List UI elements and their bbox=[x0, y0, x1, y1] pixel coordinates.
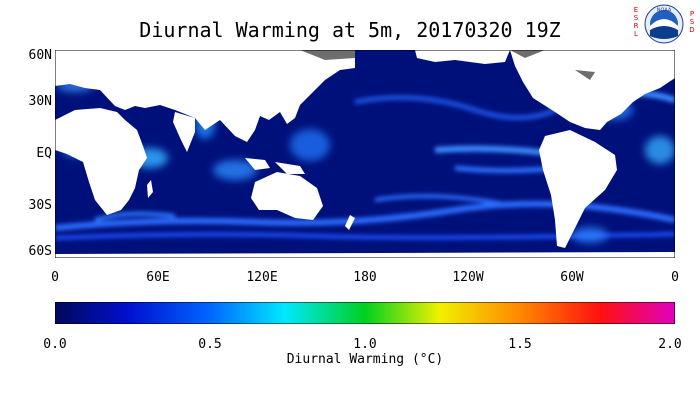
antarctica-land bbox=[55, 252, 675, 258]
y-tick-eq: EQ bbox=[36, 146, 52, 161]
colorbar bbox=[55, 302, 675, 324]
colorbar-label: Diurnal Warming (°C) bbox=[286, 352, 444, 367]
colorbar-tick-4: 2.0 bbox=[658, 337, 682, 352]
x-tick-60e: 60E bbox=[146, 270, 170, 285]
new-zealand-land bbox=[345, 215, 355, 230]
x-tick-120w: 120W bbox=[452, 270, 484, 285]
y-tick-30s: 30S bbox=[28, 198, 52, 213]
diurnal-warming-map bbox=[55, 50, 675, 258]
land-masses bbox=[55, 50, 675, 258]
colorbar-tick-2: 1.0 bbox=[353, 337, 377, 352]
logo-text: NOAA bbox=[657, 8, 672, 14]
y-tick-30n: 30N bbox=[28, 94, 52, 109]
x-tick-60w: 60W bbox=[560, 270, 584, 285]
y-tick-60s: 60S bbox=[28, 244, 52, 259]
x-tick-0-right: 0 bbox=[671, 270, 679, 285]
x-tick-180: 180 bbox=[353, 270, 377, 285]
africa-land bbox=[55, 108, 147, 215]
new-guinea-land bbox=[275, 162, 305, 174]
map-title: Diurnal Warming at 5m, 20170320 19Z bbox=[139, 18, 561, 42]
alaska-land bbox=[415, 50, 510, 64]
x-tick-120e: 120E bbox=[246, 270, 278, 285]
madagascar-land bbox=[147, 180, 153, 198]
colorbar-tick-0: 0.0 bbox=[43, 337, 67, 352]
north-america-land bbox=[510, 50, 675, 130]
colorbar-gradient bbox=[55, 302, 675, 324]
sea-ice bbox=[300, 50, 595, 80]
india-land bbox=[173, 112, 195, 152]
south-america-land bbox=[539, 130, 617, 248]
noaa-emblem-icon: NOAA bbox=[644, 4, 684, 44]
australia-land bbox=[251, 172, 323, 220]
indonesia-land bbox=[245, 158, 270, 170]
y-tick-60n: 60N bbox=[28, 48, 52, 63]
colorbar-tick-3: 1.5 bbox=[508, 337, 532, 352]
x-tick-0-left: 0 bbox=[51, 270, 59, 285]
eurasia-land bbox=[55, 50, 355, 142]
colorbar-tick-1: 0.5 bbox=[198, 337, 222, 352]
